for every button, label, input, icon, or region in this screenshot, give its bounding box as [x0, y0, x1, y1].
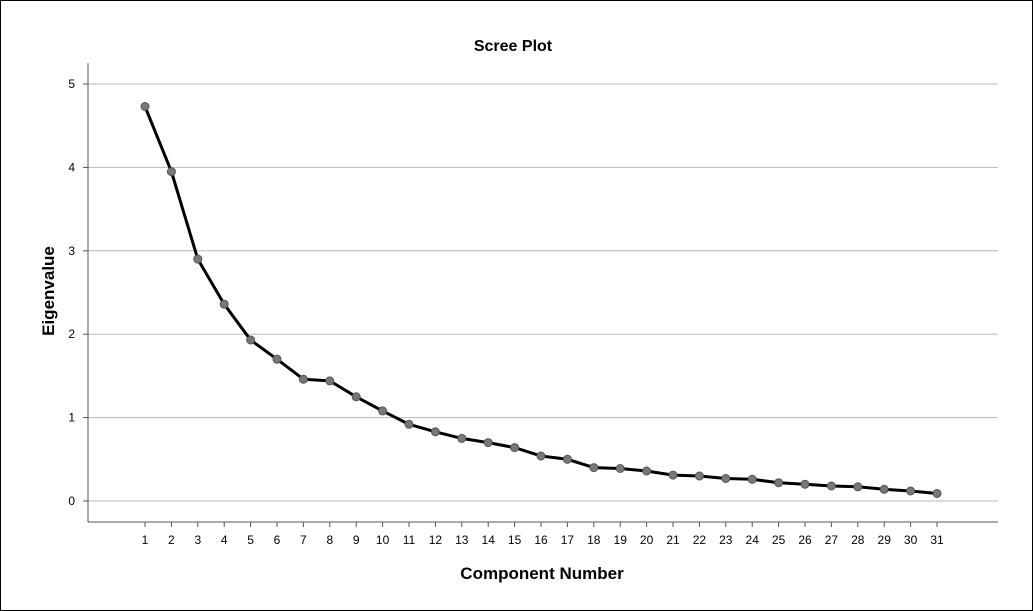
data-point	[298, 374, 308, 384]
data-point	[272, 354, 282, 364]
data-point	[826, 481, 836, 491]
y-tick-label: 1	[68, 411, 75, 425]
data-point	[879, 484, 889, 494]
data-point	[932, 489, 942, 498]
data-points	[140, 102, 942, 498]
data-point	[483, 438, 493, 448]
eigenvalue-line	[143, 105, 938, 495]
data-point	[166, 167, 176, 177]
data-point	[853, 482, 863, 492]
x-tick-label: 1	[142, 533, 149, 547]
x-tick-label: 21	[666, 533, 680, 547]
x-axis-label: Component Number	[460, 564, 624, 583]
x-tick-label: 5	[247, 533, 254, 547]
data-point	[589, 463, 599, 473]
grid-lines	[88, 83, 998, 502]
data-point	[510, 443, 520, 453]
x-tick-labels: 1 2 3 4 5 6 7 8 9 10 11 12 13 14 15 16 17 18 19 20 21 22 23 24 2…	[142, 522, 944, 547]
data-point	[404, 419, 414, 429]
data-point	[430, 427, 440, 437]
x-tick-label: 13	[455, 533, 469, 547]
x-tick-label: 19	[614, 533, 628, 547]
data-point	[193, 254, 203, 264]
y-axis-label: Eigenvalue	[39, 246, 58, 336]
y-tick-labels: 0 1 2 3 4 5	[68, 77, 88, 508]
data-point	[721, 474, 731, 483]
data-point	[615, 464, 625, 473]
x-tick-label: 29	[878, 533, 892, 547]
y-tick-label: 4	[68, 160, 75, 174]
data-point	[774, 478, 784, 488]
chart-title: Scree Plot	[474, 38, 553, 55]
x-tick-label: 23	[719, 533, 733, 547]
data-point	[140, 102, 150, 111]
x-tick-label: 18	[587, 533, 601, 547]
x-tick-label: 4	[221, 533, 228, 547]
data-point	[694, 471, 704, 481]
x-tick-label: 8	[326, 533, 333, 547]
data-point	[800, 479, 810, 489]
data-point	[642, 466, 652, 476]
x-tick-label: 6	[274, 533, 281, 547]
x-tick-label: 26	[798, 533, 812, 547]
data-point	[906, 486, 916, 496]
x-tick-label: 24	[746, 533, 760, 547]
y-tick-label: 5	[68, 77, 75, 91]
x-tick-label: 10	[376, 533, 390, 547]
data-point	[246, 335, 256, 345]
y-tick-label: 2	[68, 327, 75, 341]
data-point	[351, 392, 361, 402]
x-tick-label: 30	[904, 533, 918, 547]
axes	[87, 63, 998, 523]
x-tick-label: 17	[561, 533, 575, 547]
x-tick-label: 7	[300, 533, 307, 547]
data-point	[378, 406, 388, 416]
x-tick-label: 31	[930, 533, 944, 547]
data-point	[562, 454, 572, 464]
x-tick-label: 25	[772, 533, 786, 547]
x-tick-label: 27	[825, 533, 839, 547]
data-point	[219, 299, 229, 309]
data-point	[747, 474, 757, 484]
data-point	[536, 451, 546, 461]
data-point	[325, 376, 335, 386]
x-tick-label: 28	[851, 533, 865, 547]
x-tick-label: 12	[429, 533, 443, 547]
data-point	[668, 470, 678, 480]
x-tick-label: 15	[508, 533, 522, 547]
x-tick-label: 3	[194, 533, 201, 547]
y-tick-label: 0	[68, 494, 75, 508]
x-tick-label: 14	[482, 533, 496, 547]
data-point	[457, 433, 467, 443]
y-tick-label: 3	[68, 244, 75, 258]
x-tick-label: 9	[353, 533, 360, 547]
x-tick-label: 20	[640, 533, 654, 547]
x-tick-label: 22	[693, 533, 707, 547]
x-tick-label: 16	[534, 533, 548, 547]
x-tick-label: 2	[168, 533, 175, 547]
x-tick-label: 11	[403, 533, 416, 547]
